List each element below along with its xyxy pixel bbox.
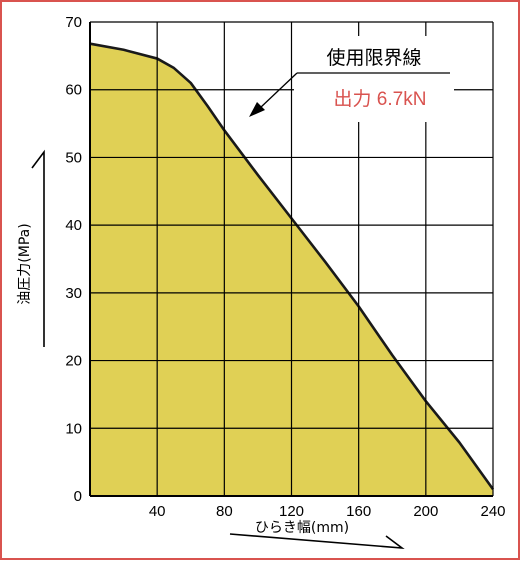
y-tick-label: 60 (65, 82, 82, 99)
y-tick-labels: 0 10 20 30 40 50 60 70 (65, 14, 82, 505)
x-axis-title: ひらき幅(mm) (255, 520, 349, 536)
x-tick-label: 40 (149, 503, 166, 520)
x-tick-label: 80 (216, 503, 233, 520)
y-tick-label: 30 (65, 285, 82, 302)
y-tick-label: 0 (74, 488, 82, 505)
usage-limit-line (89, 42, 495, 490)
annotation-output: 出力 6.7kN (334, 88, 427, 110)
y-axis-arrow (31, 149, 45, 347)
y-tick-label: 50 (65, 149, 82, 166)
x-tick-label: 160 (346, 503, 371, 520)
annotation-box (294, 36, 454, 122)
annotation-leader (259, 72, 298, 109)
x-tick-label: 240 (480, 503, 505, 520)
axes (89, 22, 493, 497)
y-tick-label: 40 (65, 217, 82, 234)
annotation-arrowhead (249, 102, 265, 117)
x-tick-label: 200 (413, 503, 438, 520)
x-tick-labels: 40 80 120 160 200 240 (149, 503, 506, 520)
y-tick-label: 70 (65, 14, 82, 31)
annotation: 使用限界線 出力 6.7kN (249, 36, 454, 122)
y-tick-label: 20 (65, 353, 82, 370)
y-tick-label: 10 (65, 420, 82, 437)
annotation-title: 使用限界線 (326, 47, 421, 69)
x-tick-label: 120 (279, 503, 304, 520)
x-axis-arrow (229, 533, 405, 550)
y-axis-title: 油圧力(MPa) (17, 223, 33, 304)
